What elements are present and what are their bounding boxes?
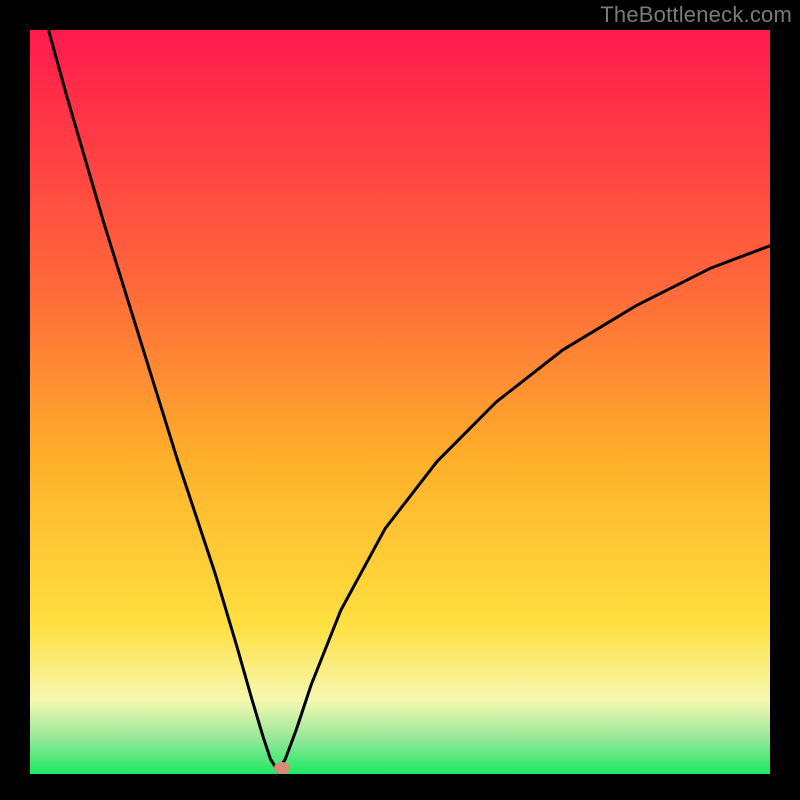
watermark-text: TheBottleneck.com [600, 2, 792, 28]
bottleneck-curve [30, 30, 770, 774]
optimal-point-marker [274, 762, 290, 774]
curve-path [49, 30, 771, 771]
chart-plot-area [30, 30, 770, 774]
